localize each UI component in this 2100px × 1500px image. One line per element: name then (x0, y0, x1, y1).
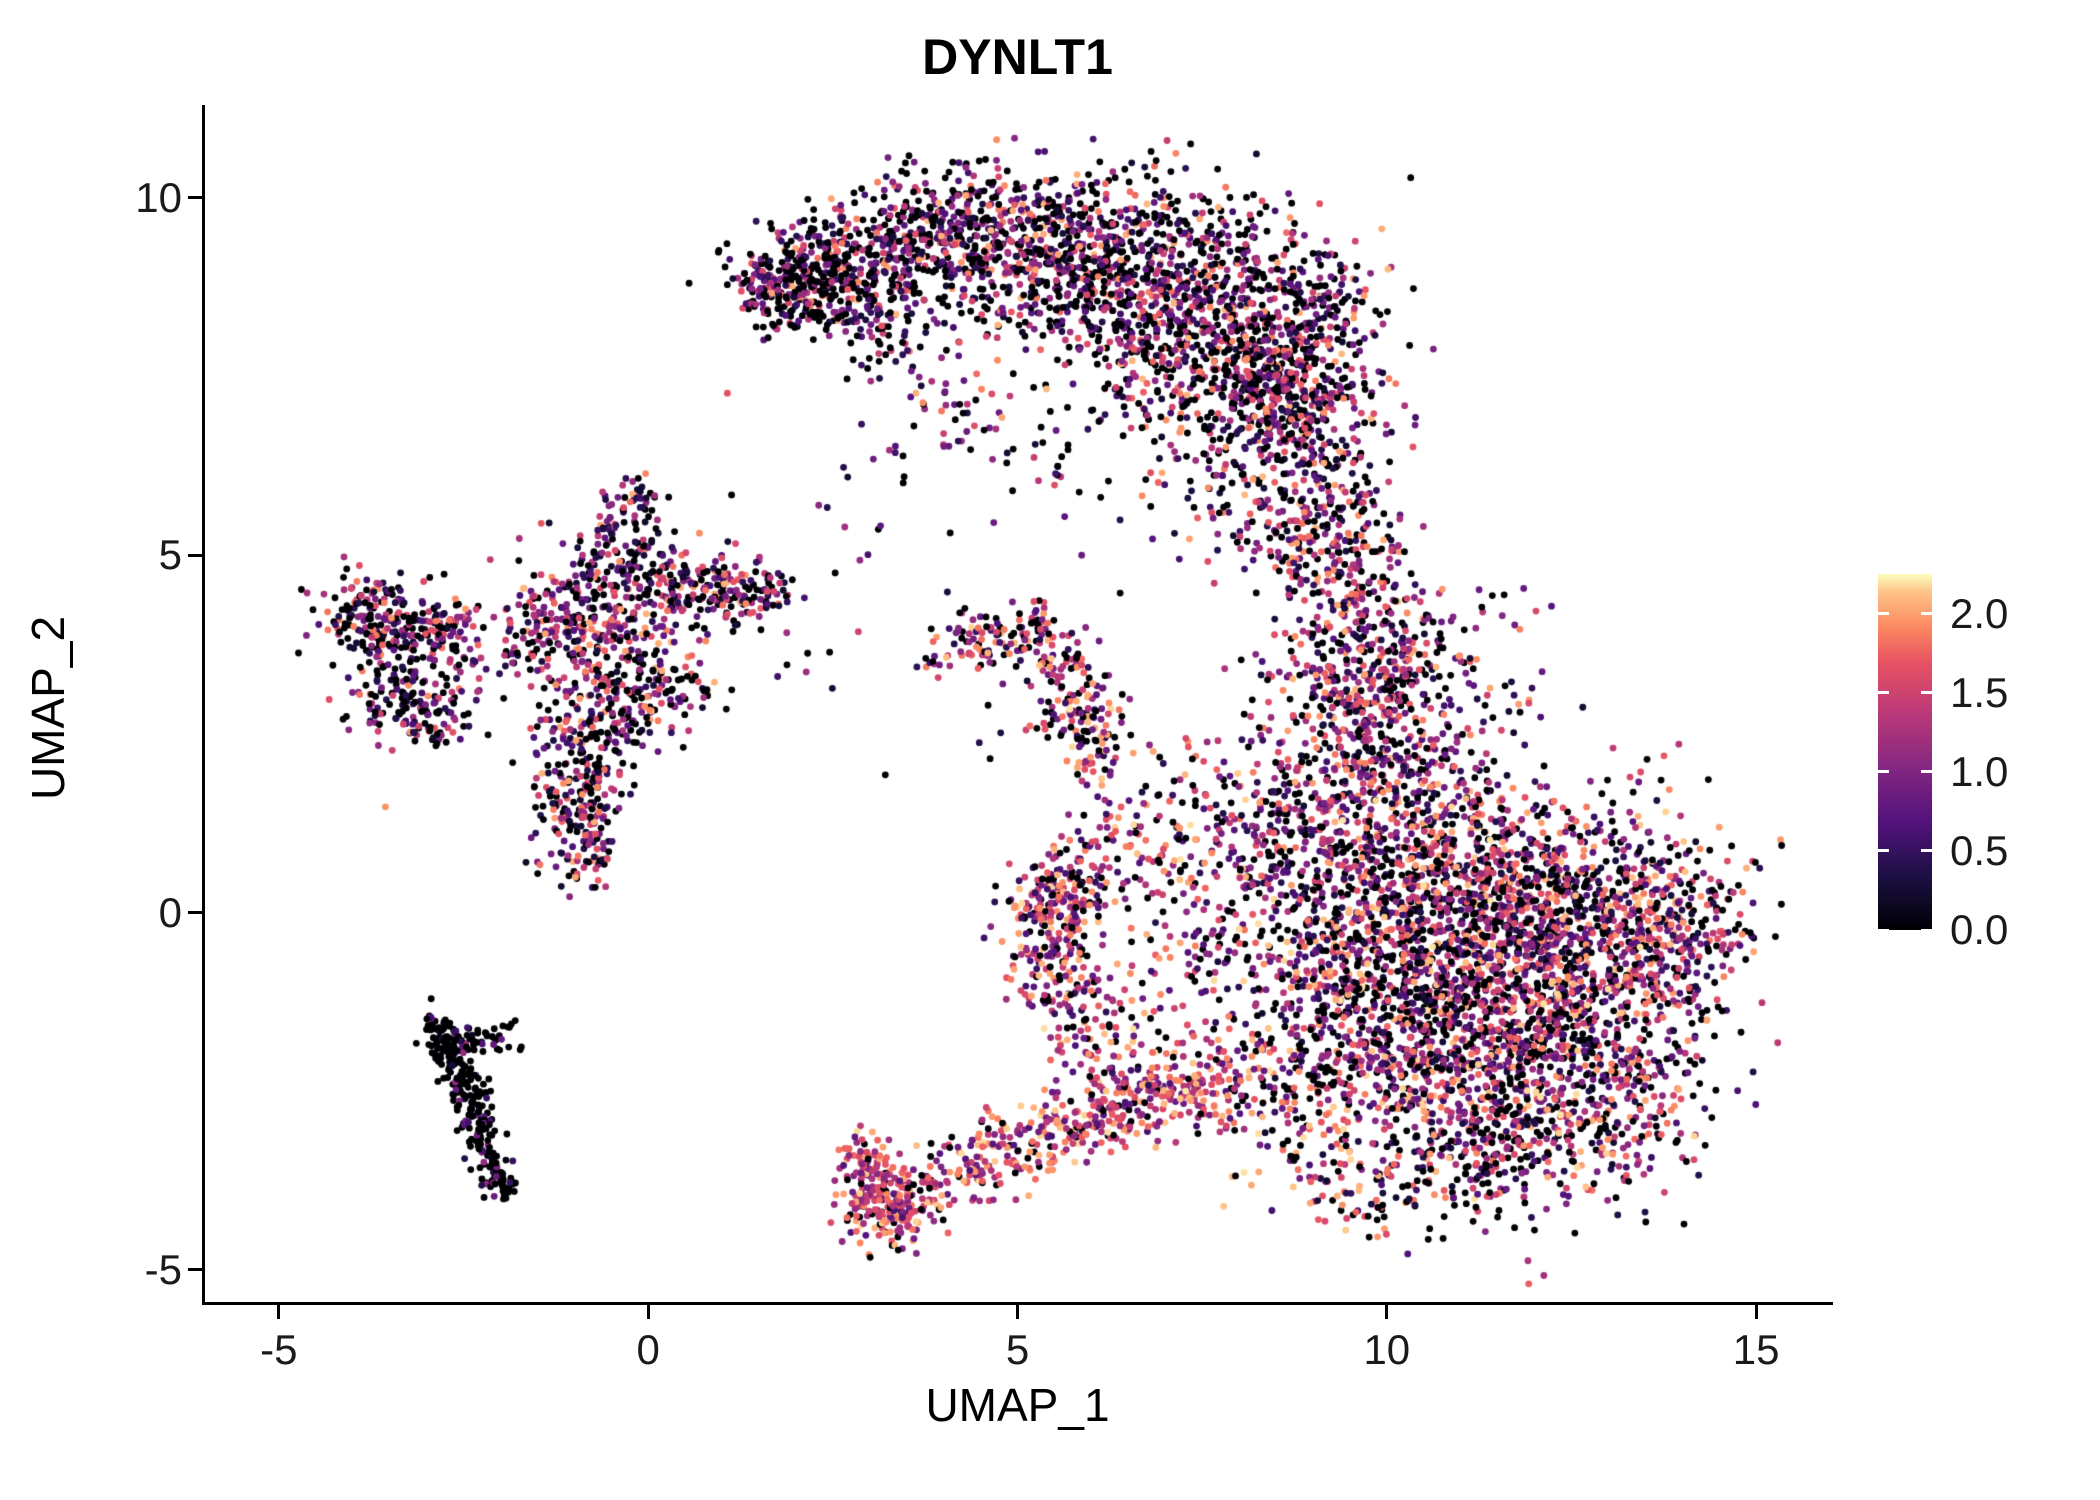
colorbar-tick-mark (1921, 770, 1932, 774)
x-tick-mark (1754, 1305, 1758, 1319)
colorbar-tick-mark (1878, 770, 1889, 774)
colorbar-tick-label: 2.0 (1950, 589, 2009, 637)
y-tick-label: 10 (135, 173, 182, 221)
colorbar-tick-label: 1.0 (1950, 747, 2009, 795)
colorbar-tick-label: 0.5 (1950, 826, 2009, 874)
x-tick-mark (1385, 1305, 1389, 1319)
y-tick-label: 5 (158, 531, 182, 579)
colorbar-tick-label: 0.0 (1950, 906, 2009, 953)
x-axis-label: UMAP_1 (925, 1379, 1110, 1431)
colorbar-tick-mark (1921, 928, 1932, 932)
y-tick-mark (188, 911, 202, 915)
colorbar-tick-mark (1921, 691, 1932, 695)
plot-title: DYNLT1 (922, 29, 1113, 85)
y-axis-line (202, 105, 205, 1305)
colorbar-tick-mark (1921, 612, 1932, 616)
x-tick-label: 15 (1732, 1326, 1780, 1373)
x-tick-label: -5 (260, 1326, 298, 1373)
x-tick-mark (277, 1305, 281, 1319)
x-tick-label: 0 (636, 1326, 660, 1373)
colorbar-tick-mark (1878, 691, 1889, 695)
x-axis-line (202, 1302, 1833, 1305)
colorbar-tick-mark (1921, 849, 1932, 853)
y-tick-mark (188, 1268, 202, 1272)
y-tick-mark (188, 553, 202, 557)
colorbar-tick-label: 1.5 (1950, 668, 2009, 716)
colorbar-tick-mark (1878, 928, 1889, 932)
x-tick-label: 10 (1363, 1326, 1411, 1373)
colorbar-tick-mark (1878, 849, 1889, 853)
colorbar-gradient (1878, 574, 1932, 930)
colorbar-tick-mark (1878, 612, 1889, 616)
y-tick-mark (188, 196, 202, 200)
x-tick-mark (1016, 1305, 1019, 1319)
x-tick-mark (646, 1305, 650, 1319)
y-tick-label: 0 (158, 888, 182, 936)
y-tick-label: -5 (144, 1245, 182, 1293)
colorbar-legend: 2.0 1.5 1.0 0.5 0.0 (1878, 574, 2008, 953)
x-tick-label: 5 (1005, 1326, 1030, 1373)
